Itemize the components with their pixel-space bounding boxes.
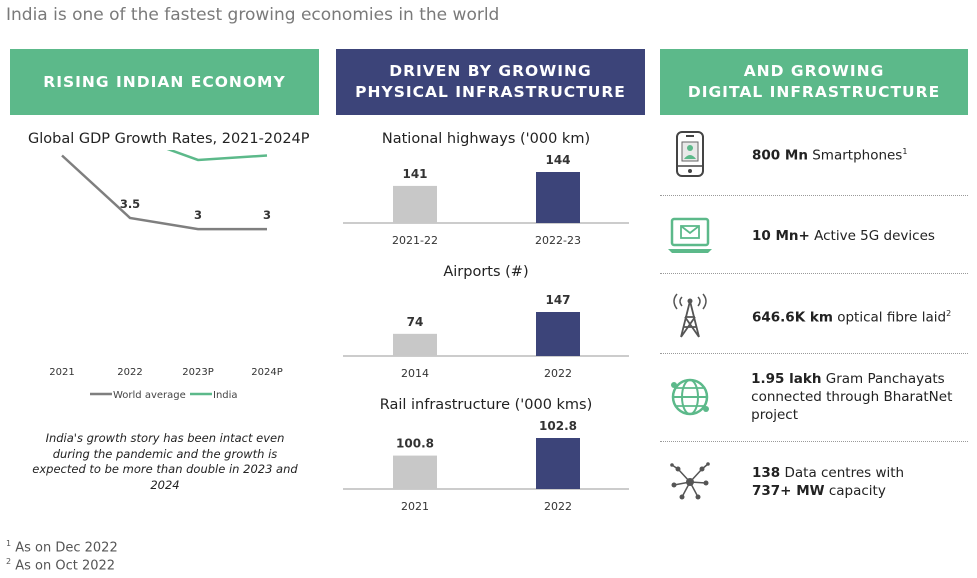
growth-note: India's growth story has been intact eve… [32,431,298,492]
banner-label-line-2: DIGITAL INFRASTRUCTURE [687,83,941,101]
data-network-icon [660,461,720,503]
rail-bar-chart: 100.8 2021 102.8 2022 [343,419,629,513]
banner-label-line-2: PHYSICAL INFRASTRUCTURE [355,83,626,101]
banner-digital-infrastructure: AND GROWING DIGITAL INFRASTRUCTURE [660,49,968,115]
highways-bar-chart: 141 2021-22 144 2022-23 [343,153,629,247]
data-label: 144 [545,153,570,167]
airports-bar-chart: 74 2014 147 2022 [343,293,629,380]
legend-label: India [213,390,238,401]
digital-row-5g-devices: 10 Mn+ Active 5G devices [660,208,968,264]
rail-chart-title: Rail infrastructure ('000 kms) [379,397,593,413]
data-centres-text: 138 Data centres with 737+ MW capacity [752,465,905,499]
divider [660,195,968,196]
signal-tower-icon [660,293,720,339]
smartphone-icon [660,130,720,178]
digital-row-data-centres: 138 Data centres with 737+ MW capacity [660,456,968,508]
footnote-2: 2 As on Oct 2022 [6,557,116,574]
x-tick-label: 2024P [251,367,282,378]
bar [536,312,580,356]
laptop-mail-icon [660,216,720,256]
footnote-1: 1 As on Dec 2022 [6,539,118,556]
divider [660,353,968,354]
gdp-line-chart: 6.33.5339.17.26.16.3202120222023P2024PWo… [49,150,283,401]
gdp-chart-title: Global GDP Growth Rates, 2021-2024P [28,131,310,147]
banner-label-line-1: AND GROWING [743,62,885,80]
divider [660,441,968,442]
banner-physical-infrastructure: DRIVEN BY GROWING PHYSICAL INFRASTRUCTUR… [336,49,645,115]
data-label: 102.8 [539,419,577,433]
series-line-india [166,150,268,162]
data-label: 100.8 [396,437,434,451]
x-tick-label: 2022 [544,367,572,380]
globe-network-icon [660,375,719,419]
bar [393,185,437,223]
x-tick-label: 2014 [401,367,429,380]
divider [660,273,968,274]
bharatnet-text: 1.95 lakh Gram Panchayats connected thro… [751,371,953,423]
digital-row-smartphones: 800 Mn Smartphones1 [660,125,968,183]
data-label: 3 [194,208,202,222]
bar [393,455,437,489]
data-label: 3.5 [120,197,140,211]
digital-row-bharatnet: 1.95 lakh Gram Panchayats connected thro… [660,362,968,432]
bar [536,438,580,489]
highways-chart-title: National highways ('000 km) [381,131,591,147]
banner-label-line-1: DRIVEN BY GROWING [389,62,592,80]
airports-chart-title: Airports (#) [443,264,529,280]
data-label: 6.1 [188,150,208,153]
legend-label: World average [113,390,186,401]
x-tick-label: 2022 [544,500,572,513]
data-label: 147 [545,293,570,307]
data-label: 141 [402,167,427,181]
smartphones-text: 800 Mn Smartphones1 [752,147,908,164]
x-tick-label: 2021-22 [392,234,438,247]
bar [393,333,437,356]
x-tick-label: 2022 [117,367,142,378]
optical-fibre-text: 646.6K km optical fibre laid2 [752,309,952,326]
data-label: 3 [263,208,271,222]
data-label: 74 [407,315,424,329]
digital-row-optical-fibre: 646.6K km optical fibre laid2 [660,288,968,344]
banner-rising-economy: RISING INDIAN ECONOMY [10,49,319,115]
page-title: India is one of the fastest growing econ… [6,5,500,25]
5g-devices-text: 10 Mn+ Active 5G devices [752,228,935,244]
series-line-world-average [61,154,267,231]
x-tick-label: 2021 [49,367,74,378]
x-tick-label: 2023P [182,367,213,378]
bar [536,172,580,223]
banner-label: RISING INDIAN ECONOMY [43,72,286,91]
x-tick-label: 2022-23 [535,234,581,247]
x-tick-label: 2021 [401,500,429,513]
